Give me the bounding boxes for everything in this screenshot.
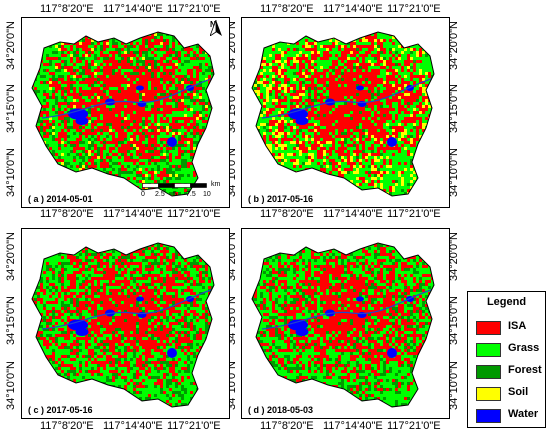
lon-mid-b-1: 117°8'20"E	[260, 208, 314, 220]
scale-bar-glyph	[142, 183, 207, 188]
legend-item-grass: Grass	[476, 341, 542, 357]
lat-left-top-1: 34°20'0"N	[5, 21, 17, 70]
legend-item-forest: Forest	[476, 363, 542, 379]
scale-unit: km	[211, 181, 221, 188]
scale-tick-1: 2.5	[155, 191, 165, 198]
legend-label-soil: Soil	[508, 386, 529, 398]
water-body	[136, 296, 144, 302]
river	[261, 288, 434, 330]
legend-label-water: Water	[508, 408, 539, 420]
legend-item-isa: ISA	[476, 319, 542, 335]
scale-tick-4: 10	[203, 191, 211, 198]
lon-top-a-3: 117°21'0"E	[167, 3, 221, 15]
scale-tick-0: 0	[141, 191, 145, 198]
map-panel-c: ( c ) 2017-05-16	[21, 228, 230, 419]
water-body	[136, 85, 144, 91]
legend-item-soil: Soil	[476, 385, 542, 401]
lon-bot-c-3: 117°21'0"E	[167, 420, 221, 432]
lon-mid-a-2: 117°14'40"E	[103, 208, 163, 220]
water-body	[295, 117, 309, 125]
map-d	[251, 242, 435, 408]
water-body	[75, 328, 89, 336]
legend-swatch-isa	[476, 321, 501, 335]
scale-bar: km 0 2.5 5 7.5 10	[141, 181, 227, 203]
legend-swatch-forest	[476, 365, 501, 379]
lat-left-bot-3: 34°10'0"N	[5, 361, 17, 410]
north-arrow-icon: N	[210, 20, 222, 36]
lon-mid-a-1: 117°8'20"E	[40, 208, 94, 220]
lon-top-b-1: 117°8'20"E	[260, 3, 314, 15]
lat-left-top-3: 34°10'0"N	[5, 148, 17, 197]
water-body	[68, 319, 88, 331]
lon-bot-d-1: 117°8'20"E	[260, 420, 314, 432]
scale-tick-2: 5	[173, 191, 177, 198]
map-c	[31, 242, 215, 408]
map-legend: Legend ISA Grass Forest Soil Water	[467, 291, 546, 428]
water-body	[295, 328, 309, 336]
legend-label-forest: Forest	[508, 364, 542, 376]
legend-label-grass: Grass	[508, 342, 540, 354]
panel-d-caption: ( d ) 2018-05-03	[246, 405, 316, 415]
water-body	[288, 108, 308, 120]
map-panel-a: N km 0 2.5 5 7.5 10 ( a ) 2014-05-01	[21, 17, 230, 208]
legend-title: Legend	[486, 296, 527, 308]
legend-label-isa: ISA	[508, 320, 527, 332]
water-body	[356, 85, 364, 91]
city-boundary	[31, 242, 215, 408]
map-panel-b: ( b ) 2017-05-16	[241, 17, 450, 208]
lon-bot-c-1: 117°8'20"E	[40, 420, 94, 432]
water-body	[167, 137, 177, 147]
legend-item-water: Water	[476, 407, 542, 423]
lon-top-a-2: 117°14'40"E	[103, 3, 163, 15]
lat-left-bot-1: 34°20'0"N	[5, 232, 17, 281]
lon-bot-c-2: 117°14'40"E	[103, 420, 163, 432]
legend-swatch-grass	[476, 343, 501, 357]
lon-mid-a-3: 117°21'0"E	[167, 208, 221, 220]
scale-tick-3: 7.5	[186, 191, 196, 198]
map-b	[251, 31, 435, 197]
water-body	[356, 296, 364, 302]
water-body	[75, 117, 89, 125]
lon-bot-d-2: 117°14'40"E	[323, 420, 383, 432]
lon-top-b-3: 117°21'0"E	[387, 3, 441, 15]
legend-swatch-water	[476, 409, 501, 423]
river	[41, 77, 214, 119]
water-body	[288, 319, 308, 331]
panel-c-caption: ( c ) 2017-05-16	[26, 405, 95, 415]
water-body	[167, 348, 177, 358]
north-arrow-glyph	[210, 20, 222, 36]
river	[261, 77, 434, 119]
panel-b-caption: ( b ) 2017-05-16	[246, 194, 316, 204]
north-label: N	[210, 20, 216, 29]
lat-left-bot-2: 34°15'0"N	[5, 296, 17, 345]
water-body	[387, 348, 397, 358]
city-boundary	[251, 242, 435, 408]
lat-left-top-2: 34°15'0"N	[5, 84, 17, 133]
legend-swatch-soil	[476, 387, 501, 401]
river	[41, 288, 214, 330]
map-panel-d: ( d ) 2018-05-03	[241, 228, 450, 419]
city-boundary	[251, 31, 435, 197]
panel-a-caption: ( a ) 2014-05-01	[26, 194, 95, 204]
lon-top-a-1: 117°8'20"E	[40, 3, 94, 15]
water-body	[68, 108, 88, 120]
water-body	[387, 137, 397, 147]
lon-mid-b-3: 117°21'0"E	[387, 208, 441, 220]
map-a	[31, 31, 215, 197]
lon-mid-b-2: 117°14'40"E	[323, 208, 383, 220]
city-boundary	[31, 31, 215, 197]
lon-bot-d-3: 117°21'0"E	[387, 420, 441, 432]
lon-top-b-2: 117°14'40"E	[323, 3, 383, 15]
